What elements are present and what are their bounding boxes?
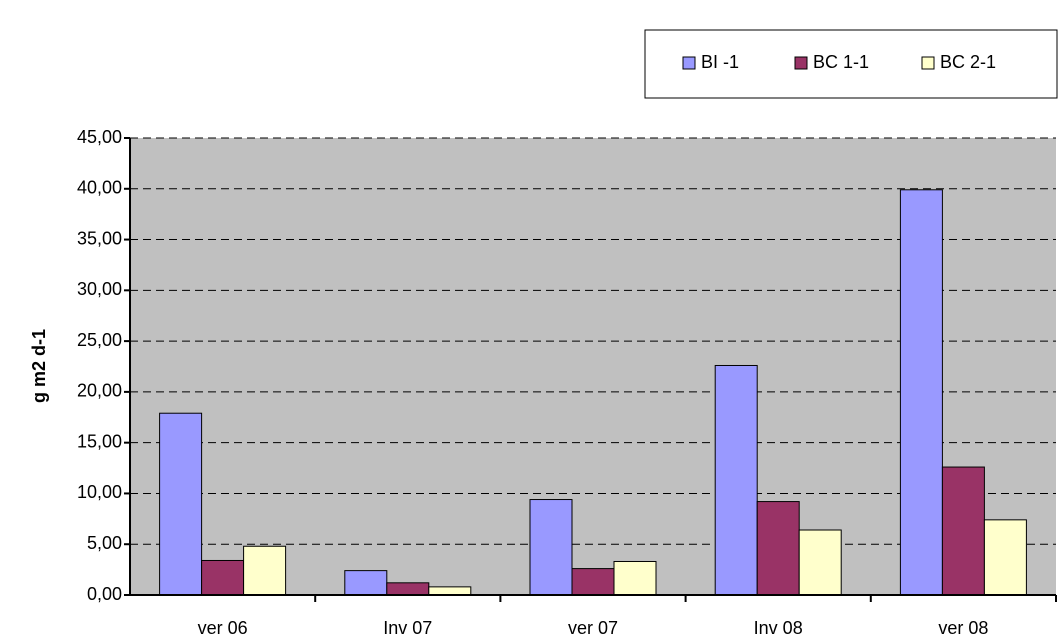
bar xyxy=(344,570,388,596)
bar xyxy=(756,501,800,596)
bar xyxy=(201,559,245,596)
y-tick-label: 15,00 xyxy=(77,431,122,451)
y-tick-label: 5,00 xyxy=(87,533,122,553)
y-axis-title: g m2 d-1 xyxy=(29,329,49,403)
y-tick-label: 45,00 xyxy=(77,127,122,147)
bar xyxy=(159,412,203,596)
y-tick-label: 10,00 xyxy=(77,482,122,502)
bar xyxy=(798,529,842,596)
bar xyxy=(428,586,472,596)
y-tick-label: 30,00 xyxy=(77,279,122,299)
legend-box xyxy=(644,29,1058,99)
bar xyxy=(983,519,1027,596)
bar xyxy=(941,466,985,596)
bar xyxy=(714,364,758,596)
bar xyxy=(386,582,430,596)
x-tick-label: Inv 07 xyxy=(383,618,432,638)
bar xyxy=(571,568,615,596)
y-tick-label: 20,00 xyxy=(77,381,122,401)
legend-label: BC 1-1 xyxy=(813,52,869,72)
legend-swatch xyxy=(794,56,808,70)
x-tick-label: Inv 08 xyxy=(754,618,803,638)
bar xyxy=(529,499,573,596)
legend-swatch xyxy=(921,56,935,70)
y-tick-label: 35,00 xyxy=(77,228,122,248)
legend-label: BC 2-1 xyxy=(940,52,996,72)
bar xyxy=(899,189,943,596)
bar xyxy=(613,560,657,596)
x-tick-label: ver 07 xyxy=(568,618,618,638)
legend-swatch xyxy=(682,56,696,70)
x-tick-label: ver 06 xyxy=(198,618,248,638)
y-tick-label: 0,00 xyxy=(87,584,122,604)
bar xyxy=(243,545,287,596)
y-tick-label: 25,00 xyxy=(77,330,122,350)
y-tick-label: 40,00 xyxy=(77,178,122,198)
x-tick-label: ver 08 xyxy=(938,618,988,638)
legend-label: BI -1 xyxy=(701,52,739,72)
